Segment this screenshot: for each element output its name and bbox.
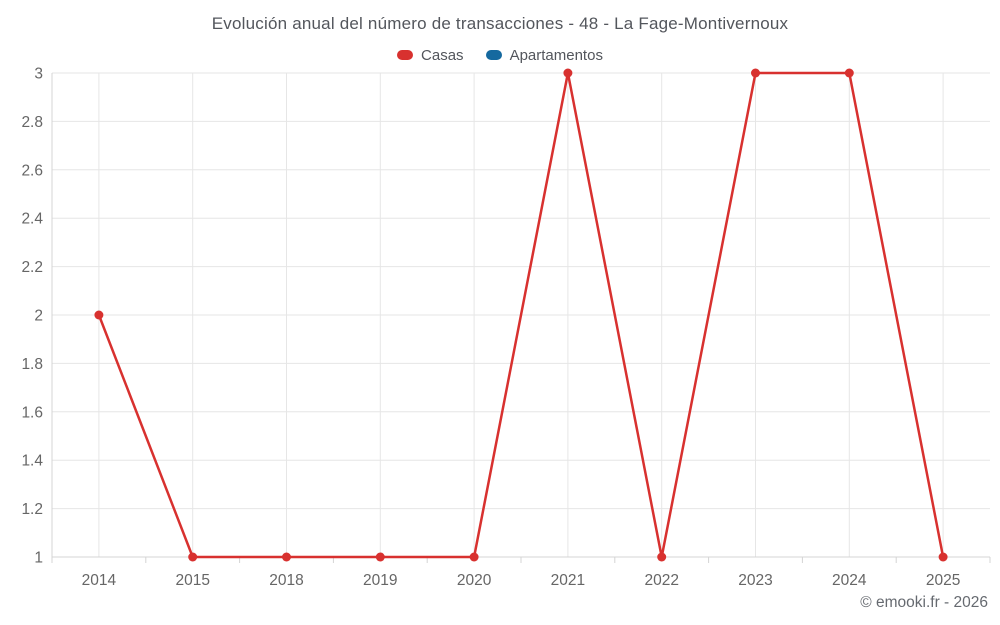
y-axis-label: 1.6 <box>21 404 43 421</box>
credits-link[interactable]: © emooki.fr - 2026 <box>860 594 988 611</box>
data-point-casas-2022[interactable] <box>657 552 667 562</box>
legend-item-label: Apartamentos <box>509 46 603 64</box>
y-axis-label: 2.8 <box>21 114 43 131</box>
data-point-casas-2025[interactable] <box>938 552 948 562</box>
x-axis-label: 2023 <box>738 572 772 589</box>
legend-item-label: Casas <box>421 46 464 64</box>
legend-item-casas[interactable]: Casas <box>397 47 464 64</box>
y-axis-label: 2 <box>34 308 43 325</box>
data-point-casas-2023[interactable] <box>751 68 760 78</box>
y-axis-label: 2.4 <box>21 211 43 228</box>
y-axis-label: 1.8 <box>21 356 43 373</box>
x-axis-label: 2020 <box>457 572 492 589</box>
x-axis-label: 2025 <box>926 572 960 589</box>
x-axis-label: 2019 <box>363 572 397 589</box>
y-axis-label: 1 <box>34 550 43 567</box>
data-point-casas-2018[interactable] <box>282 552 291 562</box>
chart-legend: Casas Apartamentos <box>0 45 1000 65</box>
y-axis-label: 1.4 <box>21 453 43 470</box>
legend-item-apartamentos[interactable]: Apartamentos <box>485 46 603 64</box>
y-axis-label: 2.6 <box>21 162 43 179</box>
casas-series-marker-icon <box>397 50 414 60</box>
y-axis-label: 2.2 <box>21 259 43 276</box>
data-point-casas-2014[interactable] <box>94 310 104 320</box>
chart-title: Evolución anual del número de transaccio… <box>211 14 789 33</box>
data-point-casas-2019[interactable] <box>375 552 385 562</box>
apartamentos-series-marker-icon <box>485 50 502 60</box>
x-axis-label: 2014 <box>82 572 117 589</box>
data-point-casas-2024[interactable] <box>844 68 854 78</box>
series-line-casas <box>97 71 945 559</box>
x-axis-label: 2015 <box>175 572 209 589</box>
x-axis-label: 2024 <box>832 572 867 589</box>
x-axis-label: 2021 <box>551 572 585 589</box>
data-point-casas-2020[interactable] <box>469 552 479 562</box>
y-axis-label: 1.2 <box>21 501 43 518</box>
data-point-casas-2015[interactable] <box>188 552 198 562</box>
data-point-casas-2021[interactable] <box>563 68 573 78</box>
x-axis-label: 2018 <box>269 572 303 589</box>
x-axis-label: 2022 <box>644 572 678 589</box>
y-axis-label: 3 <box>34 66 43 83</box>
